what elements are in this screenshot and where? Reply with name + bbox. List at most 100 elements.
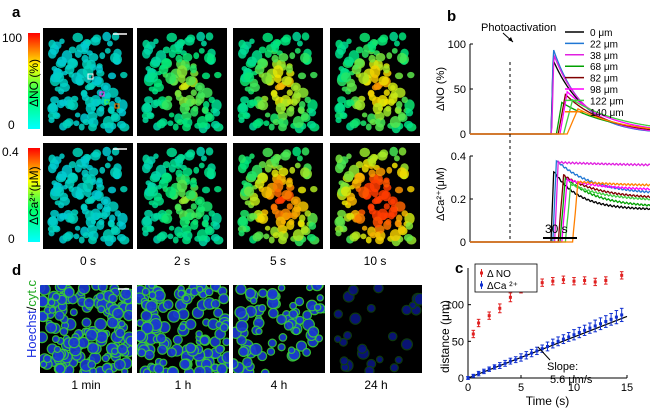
cell (307, 99, 318, 112)
cell (48, 230, 55, 237)
cell (391, 47, 398, 54)
c-data-point (508, 359, 512, 363)
cell (141, 287, 150, 296)
cell (120, 186, 128, 193)
cell (140, 309, 153, 322)
cell (372, 39, 378, 46)
cell (114, 96, 121, 104)
cell (301, 32, 310, 41)
cell (383, 203, 390, 210)
cell (278, 53, 289, 62)
b-ca-y-tick-label: 0.4 (451, 151, 466, 163)
cell (165, 186, 177, 199)
cell (179, 154, 185, 161)
cell (367, 89, 375, 98)
cell (367, 203, 375, 212)
cell (87, 231, 94, 238)
c-data-point (471, 332, 475, 336)
cell (71, 186, 83, 199)
cell (343, 170, 355, 181)
d-ylabel-separator: / (24, 306, 39, 311)
cell (56, 170, 68, 181)
c-data-point (546, 344, 549, 348)
cell (261, 186, 273, 199)
c-data-point (572, 279, 576, 283)
cell (258, 288, 268, 298)
cell (272, 65, 284, 78)
cell (268, 123, 275, 131)
cell (215, 344, 225, 354)
c-data-point (556, 339, 560, 343)
cell (110, 225, 119, 234)
cell (347, 285, 359, 296)
c-data-point (530, 351, 534, 355)
cell (198, 162, 205, 169)
cell (120, 287, 132, 300)
cell (260, 368, 270, 373)
photoactivation-marker (509, 62, 511, 242)
cell (42, 354, 52, 364)
cell (142, 154, 150, 164)
c-data-point (540, 281, 544, 285)
cell (172, 123, 179, 131)
cell (263, 233, 270, 240)
cell (175, 169, 183, 178)
time-scalebar-label: 30 s (545, 222, 568, 236)
cell (389, 229, 401, 242)
cell (290, 196, 301, 206)
cell (178, 198, 186, 205)
cell (150, 170, 162, 181)
cell (193, 166, 200, 174)
cell (110, 167, 120, 178)
cell (308, 222, 317, 230)
cell (110, 347, 119, 355)
cell (72, 32, 84, 43)
cell (281, 190, 292, 200)
cell (109, 100, 116, 109)
cell (285, 179, 293, 188)
cell (394, 72, 404, 80)
cell (153, 38, 159, 45)
cell (288, 219, 295, 226)
cell (109, 214, 116, 223)
cell (178, 84, 186, 91)
cell (85, 216, 96, 228)
cell (246, 56, 258, 67)
cell (67, 213, 79, 224)
a-time-2: 5 s (269, 254, 286, 268)
cell (91, 190, 102, 200)
cell (74, 112, 81, 118)
c-data-point (588, 326, 592, 330)
c-data-point (561, 278, 565, 282)
cell (307, 326, 320, 338)
cell (258, 161, 267, 169)
cell (390, 91, 397, 99)
cell (238, 346, 249, 358)
cell (292, 229, 304, 242)
cell (84, 84, 92, 91)
cell (140, 321, 154, 335)
cell (393, 40, 400, 47)
cell (167, 120, 174, 127)
c-data-point (599, 322, 602, 326)
cell (346, 212, 355, 220)
cell (110, 111, 119, 121)
cell (176, 179, 188, 193)
cell (343, 56, 355, 67)
cell (208, 96, 215, 104)
cell (293, 91, 300, 99)
cell (364, 365, 375, 373)
cell (369, 65, 381, 78)
b-no-y-tick-label: 50 (454, 84, 466, 96)
cell (40, 295, 49, 308)
cell (118, 222, 127, 230)
cell (378, 75, 389, 86)
cell (313, 303, 322, 312)
cell (237, 216, 249, 228)
legend-entry: 0 μm (590, 28, 612, 39)
cell (84, 198, 92, 205)
c-data-point (471, 374, 475, 378)
cell (346, 153, 352, 159)
d-image-24h (330, 285, 422, 373)
